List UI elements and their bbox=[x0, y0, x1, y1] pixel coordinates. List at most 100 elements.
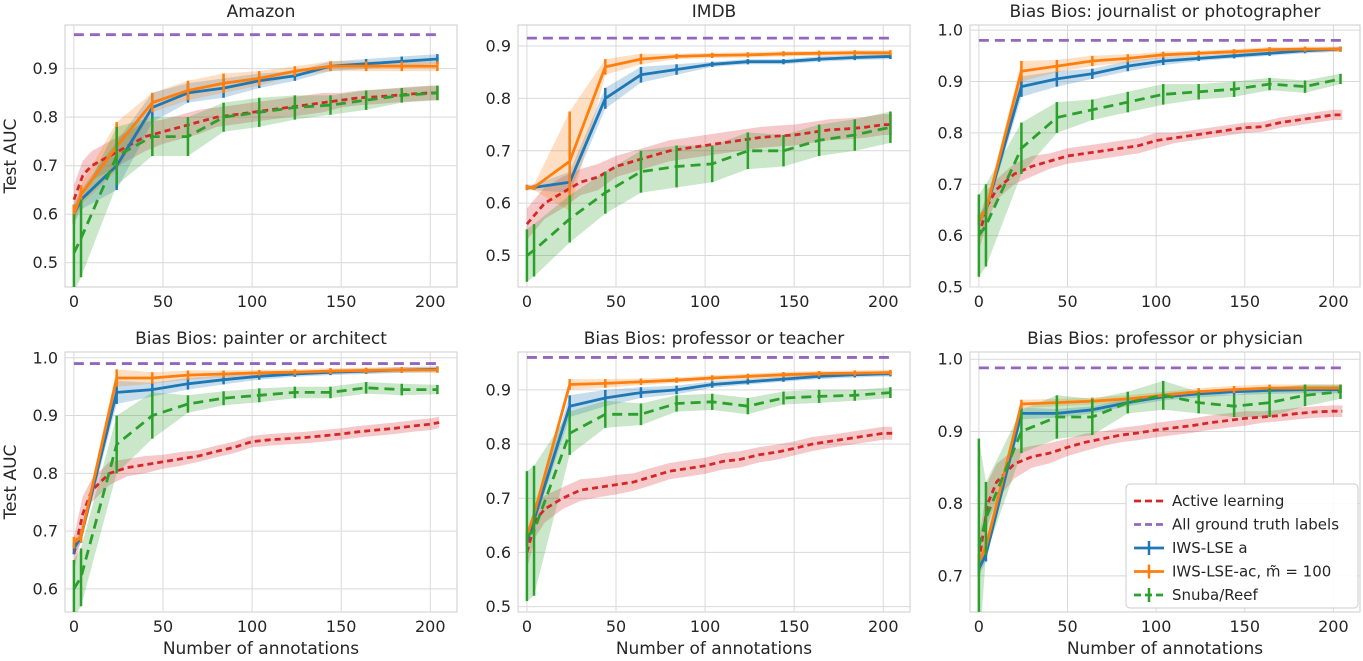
x-tick-label: 200 bbox=[868, 292, 899, 311]
plot-series bbox=[72, 33, 440, 287]
series-line bbox=[977, 390, 1341, 548]
y-tick-label: 0.8 bbox=[486, 435, 511, 454]
y-tick-label: 0.8 bbox=[938, 494, 963, 513]
series-line bbox=[526, 125, 891, 257]
y-tick-label: 0.6 bbox=[486, 543, 511, 562]
plot-series bbox=[977, 366, 1343, 612]
y-tick-label: 0.9 bbox=[938, 72, 963, 91]
y-tick-label: 0.6 bbox=[938, 226, 963, 245]
legend-box bbox=[1125, 483, 1359, 609]
confidence-band bbox=[978, 109, 1343, 251]
series-line bbox=[977, 409, 1343, 562]
x-tick-label: 150 bbox=[779, 617, 810, 636]
y-tick-label: 0.5 bbox=[486, 597, 511, 616]
y-tick-label: 0.6 bbox=[33, 205, 58, 224]
x-axis-label: Number of annotations bbox=[1067, 639, 1263, 659]
y-tick-label: 0.6 bbox=[33, 579, 58, 598]
y-tick-label: 0.7 bbox=[938, 175, 963, 194]
plot-series bbox=[72, 362, 440, 612]
series-line bbox=[977, 386, 1341, 563]
y-axis-label: Test AUC bbox=[1, 119, 21, 195]
confidence-band bbox=[526, 50, 891, 212]
x-tick-label: 100 bbox=[690, 292, 721, 311]
plot-area bbox=[517, 24, 911, 288]
series-line bbox=[72, 91, 440, 201]
y-tick-label: 0.6 bbox=[486, 194, 511, 213]
y-tick-label: 0.9 bbox=[486, 380, 511, 399]
panel-title: IMDB bbox=[692, 2, 736, 22]
panel-6: 0 50 100 150 200 0.7 0.8 0.9 1.0 Bias Bios: profe… bbox=[938, 329, 1361, 659]
confidence-band bbox=[978, 405, 1343, 584]
y-tick-label: 1.0 bbox=[938, 350, 963, 369]
series-line bbox=[73, 368, 438, 544]
x-tick-label: 150 bbox=[1229, 292, 1260, 311]
panel-1: 0 50 100 150 200 0.5 0.6 0.7 0.8 0.9 Amazon Test AU… bbox=[1, 2, 458, 311]
y-tick-label: 0.7 bbox=[33, 156, 58, 175]
x-tick-label: 0 bbox=[974, 617, 984, 636]
x-tick-label: 50 bbox=[1057, 617, 1077, 636]
series-line bbox=[72, 64, 438, 215]
x-tick-label: 200 bbox=[415, 617, 446, 636]
legend-label: IWS-LSE a bbox=[1172, 539, 1248, 557]
x-tick-label: 100 bbox=[1141, 617, 1172, 636]
plot-series bbox=[525, 36, 893, 282]
y-tick-label: 1.0 bbox=[33, 348, 58, 367]
y-tick-label: 0.8 bbox=[33, 108, 58, 127]
plot-area bbox=[517, 351, 911, 613]
series-line bbox=[525, 123, 893, 226]
legend-label: Active learning bbox=[1172, 492, 1284, 510]
x-tick-label: 0 bbox=[69, 617, 79, 636]
x-tick-label: 0 bbox=[522, 292, 532, 311]
x-tick-label: 0 bbox=[522, 617, 532, 636]
x-tick-label: 150 bbox=[326, 617, 357, 636]
series-line bbox=[977, 113, 1343, 236]
x-tick-label: 100 bbox=[237, 292, 268, 311]
x-tick-label: 0 bbox=[69, 292, 79, 311]
x-tick-label: 100 bbox=[237, 617, 268, 636]
y-axis-label: Test AUC bbox=[1, 445, 21, 521]
y-tick-label: 0.5 bbox=[486, 246, 511, 265]
x-tick-label: 200 bbox=[1318, 617, 1349, 636]
series-line bbox=[526, 391, 891, 538]
series-line bbox=[72, 91, 438, 254]
y-tick-label: 0.5 bbox=[33, 253, 58, 272]
y-tick-label: 0.8 bbox=[938, 123, 963, 142]
x-tick-label: 150 bbox=[1229, 617, 1260, 636]
series-line bbox=[977, 77, 1341, 237]
legend-label: IWS-LSE-ac, m̃ = 100 bbox=[1172, 563, 1331, 581]
panel-title: Bias Bios: journalist or photographer bbox=[1009, 2, 1320, 22]
confidence-band bbox=[526, 426, 893, 569]
y-tick-label: 0.7 bbox=[33, 522, 58, 541]
legend: Active learning All ground truth labels IW… bbox=[1125, 483, 1359, 609]
confidence-band bbox=[978, 73, 1341, 277]
series-line bbox=[526, 51, 891, 189]
y-tick-label: 0.8 bbox=[486, 89, 511, 108]
plot-series bbox=[525, 356, 893, 602]
panel-2: 0 50 100 150 200 0.5 0.6 0.7 0.8 0.9 IMDB bbox=[486, 2, 911, 311]
y-tick-label: 1.0 bbox=[938, 21, 963, 40]
x-tick-label: 50 bbox=[153, 617, 173, 636]
y-tick-label: 0.5 bbox=[938, 278, 963, 297]
confidence-band bbox=[73, 85, 438, 287]
y-tick-label: 0.7 bbox=[938, 566, 963, 585]
x-tick-label: 150 bbox=[779, 292, 810, 311]
x-tick-label: 50 bbox=[1057, 292, 1077, 311]
legend-label: Snuba/Reef bbox=[1172, 586, 1259, 604]
series-line bbox=[525, 431, 893, 553]
confidence-band bbox=[526, 111, 891, 282]
y-tick-label: 0.9 bbox=[33, 406, 58, 425]
series-line bbox=[526, 55, 891, 189]
y-tick-label: 0.9 bbox=[33, 59, 58, 78]
x-tick-label: 0 bbox=[974, 292, 984, 311]
x-tick-label: 50 bbox=[606, 292, 626, 311]
y-tick-label: 0.9 bbox=[486, 36, 511, 55]
x-tick-label: 200 bbox=[868, 617, 899, 636]
x-tick-label: 50 bbox=[606, 617, 626, 636]
y-tick-label: 0.7 bbox=[486, 141, 511, 160]
y-tick-label: 0.9 bbox=[938, 422, 963, 441]
plot-series bbox=[977, 39, 1343, 277]
y-tick-label: 0.8 bbox=[33, 464, 58, 483]
series-line bbox=[525, 371, 891, 537]
panel-title: Bias Bios: professor or teacher bbox=[584, 329, 845, 349]
